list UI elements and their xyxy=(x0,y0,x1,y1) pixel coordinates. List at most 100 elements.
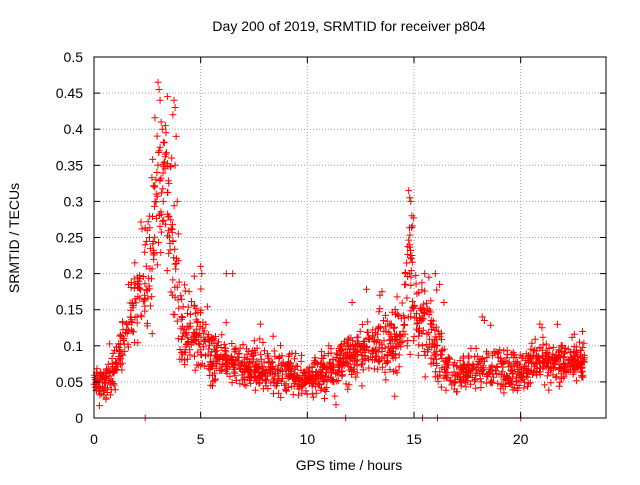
y-tick-label: 0.15 xyxy=(56,302,83,318)
data-point xyxy=(123,320,130,328)
data-point xyxy=(358,382,366,390)
data-point xyxy=(175,304,183,312)
x-tick-labels: 0 5 10 15 20 xyxy=(90,431,529,447)
data-point xyxy=(174,296,182,304)
data-point xyxy=(247,373,255,381)
data-point xyxy=(302,387,310,395)
data-point xyxy=(124,321,132,329)
data-point xyxy=(257,371,264,379)
data-point xyxy=(104,377,112,384)
data-point xyxy=(431,270,439,278)
data-point xyxy=(99,383,106,391)
data-point xyxy=(552,356,560,364)
y-tick-label: 0.1 xyxy=(64,338,84,354)
data-point xyxy=(388,308,396,316)
data-point xyxy=(222,319,230,327)
data-point xyxy=(160,139,168,147)
data-point xyxy=(407,273,415,281)
data-point xyxy=(344,385,352,393)
data-point xyxy=(497,380,505,388)
data-point xyxy=(539,359,547,367)
data-point xyxy=(526,379,534,387)
y-tick-label: 0.2 xyxy=(64,266,84,282)
data-point xyxy=(237,365,244,373)
data-point xyxy=(407,281,415,289)
data-point xyxy=(196,341,204,349)
data-point xyxy=(539,341,547,349)
data-point xyxy=(242,362,250,370)
data-point xyxy=(159,160,167,168)
data-point xyxy=(200,327,208,335)
data-point xyxy=(212,343,220,351)
data-point xyxy=(158,217,166,225)
data-point xyxy=(442,386,450,394)
data-point xyxy=(488,352,496,360)
data-point xyxy=(527,345,535,353)
data-point xyxy=(493,363,501,371)
data-point xyxy=(442,368,450,376)
data-points xyxy=(90,78,589,422)
data-point xyxy=(270,347,278,355)
data-point xyxy=(570,330,578,338)
data-point xyxy=(444,353,452,361)
data-point xyxy=(353,362,361,370)
data-point xyxy=(396,331,404,339)
data-point xyxy=(372,329,379,337)
data-point xyxy=(290,373,298,381)
data-point xyxy=(159,185,167,193)
data-point xyxy=(395,351,403,359)
data-point xyxy=(205,345,213,353)
data-point xyxy=(364,318,372,326)
data-point xyxy=(479,364,487,372)
data-point xyxy=(174,230,182,238)
data-point xyxy=(294,362,301,370)
data-point xyxy=(285,372,293,380)
data-point xyxy=(432,355,440,363)
data-point xyxy=(163,149,170,157)
data-point xyxy=(261,347,268,355)
data-point xyxy=(226,372,234,380)
data-point xyxy=(456,378,464,386)
data-point xyxy=(186,310,194,318)
data-point xyxy=(159,197,167,205)
data-point xyxy=(405,236,413,244)
data-point xyxy=(134,283,142,291)
data-point xyxy=(475,357,483,365)
y-tick-label: 0.5 xyxy=(64,49,84,65)
data-point xyxy=(164,93,172,101)
data-point xyxy=(359,366,367,374)
data-point xyxy=(146,302,154,310)
data-point xyxy=(167,216,175,224)
data-point xyxy=(363,285,370,293)
data-point xyxy=(176,355,184,363)
data-point xyxy=(104,360,112,368)
data-point xyxy=(137,218,145,226)
data-point xyxy=(178,313,186,320)
data-point xyxy=(154,161,162,169)
data-point xyxy=(423,341,431,348)
data-point xyxy=(99,373,107,381)
data-point xyxy=(274,379,282,387)
data-point xyxy=(421,373,429,381)
data-point xyxy=(453,362,461,370)
data-point xyxy=(109,364,117,372)
data-point xyxy=(352,347,360,355)
data-point xyxy=(332,354,340,362)
data-point xyxy=(453,373,461,381)
data-point xyxy=(497,354,505,362)
data-point xyxy=(93,365,101,373)
data-point xyxy=(541,381,549,389)
data-point xyxy=(346,366,354,374)
data-point xyxy=(229,270,237,278)
data-point xyxy=(507,366,515,374)
data-point xyxy=(212,364,220,372)
data-point xyxy=(471,377,478,385)
data-point xyxy=(403,342,411,350)
data-point xyxy=(562,369,570,376)
data-point xyxy=(312,389,320,397)
x-tick-label: 0 xyxy=(90,431,98,447)
data-point xyxy=(232,346,240,354)
data-point xyxy=(517,377,525,385)
data-point xyxy=(386,347,394,355)
data-point xyxy=(185,324,193,332)
